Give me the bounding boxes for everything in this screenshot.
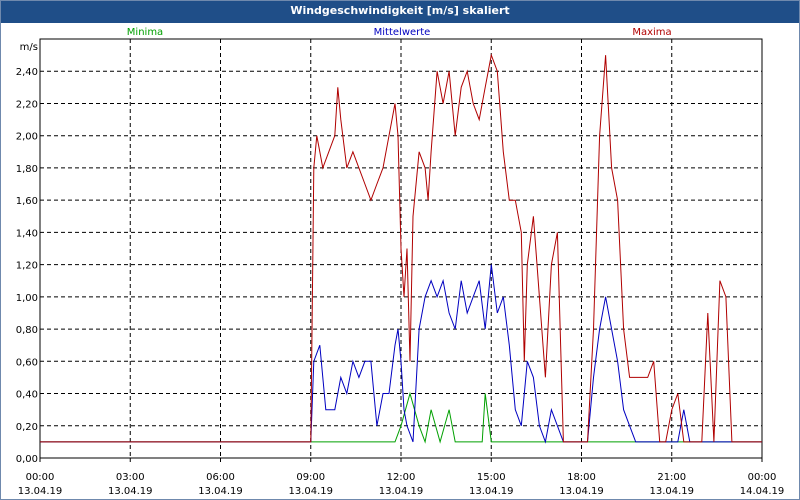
legend-minima: Minima — [127, 27, 163, 38]
x-tick-date: 13.04.19 — [469, 486, 514, 497]
series-layer — [40, 53, 762, 444]
x-tick-date: 13.04.19 — [649, 486, 694, 497]
x-tick-date: 14.04.19 — [740, 486, 785, 497]
x-tick-date: 13.04.19 — [288, 486, 333, 497]
y-axis: 0,00 0,20 0,40 0,60 0,80 1,00 1,20 1,40 1,60 1,80… — [16, 42, 38, 465]
x-tick-time: 18:00 — [567, 472, 596, 483]
x-tick-time: 03:00 — [116, 472, 145, 483]
y-tick-label: 0,60 — [16, 357, 38, 368]
x-tick-date: 13.04.19 — [379, 486, 424, 497]
x-tick-time: 21:00 — [657, 472, 686, 483]
title-bar: Windgeschwindigkeit [m/s] skaliert — [1, 1, 799, 23]
x-tick-time: 00:00 — [26, 472, 55, 483]
grid — [39, 38, 763, 459]
y-tick-label: 2,40 — [16, 67, 38, 78]
y-tick-label: 1,20 — [16, 261, 38, 272]
x-axis: 00:00 13.04.19 03:00 13.04.19 06:00 13.04.19 0… — [18, 458, 785, 497]
x-tick-time: 09:00 — [296, 472, 325, 483]
x-tick-time: 00:00 — [748, 472, 777, 483]
x-tick-date: 13.04.19 — [18, 486, 63, 497]
legend-maxima: Maxima — [632, 27, 671, 38]
y-tick-label: 0,80 — [16, 325, 38, 336]
series-line-mittelwerte — [40, 264, 762, 444]
y-tick-label: 1,40 — [16, 228, 38, 239]
x-tick-date: 13.04.19 — [559, 486, 604, 497]
series-line-minima — [40, 391, 762, 444]
y-tick-label: 2,00 — [16, 132, 38, 143]
legend-mittelwerte: Mittelwerte — [374, 27, 431, 38]
y-tick-label: 1,60 — [16, 196, 38, 207]
x-tick-time: 12:00 — [387, 472, 416, 483]
x-tick-time: 15:00 — [477, 472, 506, 483]
series-line-maxima — [40, 53, 762, 443]
y-tick-label: 0,40 — [16, 390, 38, 401]
chart-title: Windgeschwindigkeit [m/s] skaliert — [290, 4, 510, 17]
x-tick-time: 06:00 — [206, 472, 235, 483]
y-tick-label: 0,00 — [16, 454, 38, 465]
y-tick-label: 1,00 — [16, 293, 38, 304]
x-tick-date: 13.04.19 — [108, 486, 153, 497]
y-tick-label: 1,80 — [16, 164, 38, 175]
y-axis-label: m/s — [20, 42, 38, 53]
x-tick-date: 13.04.19 — [198, 486, 243, 497]
y-tick-label: 0,20 — [16, 422, 38, 433]
legend: Minima Mittelwerte Maxima — [127, 27, 672, 38]
y-tick-label: 2,20 — [16, 99, 38, 110]
